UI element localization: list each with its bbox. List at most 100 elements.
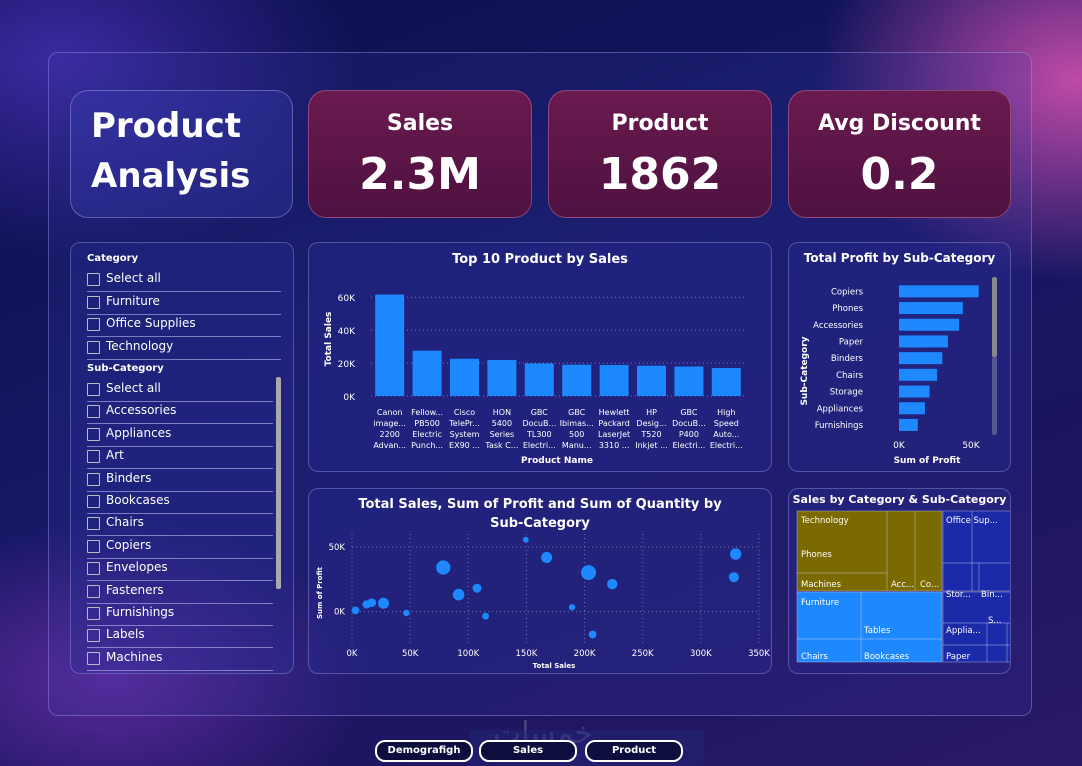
checkbox-icon[interactable]	[87, 340, 100, 354]
subcategory-item-envelopes[interactable]: Envelopes	[87, 558, 273, 582]
x-tick-label: High	[717, 408, 735, 417]
slicer-item-label: Select all	[106, 271, 161, 285]
x-tick-label: DocuB...	[522, 419, 556, 428]
slicer-item-label: Accessories	[106, 403, 177, 418]
x-axis-label: Product Name	[521, 456, 593, 466]
x-tick-label: Task C...	[484, 441, 518, 450]
y-tick-label: 20K	[338, 360, 356, 370]
slicer-item-label: Office Supplies	[106, 316, 196, 330]
checkbox-icon[interactable]	[87, 517, 100, 531]
x-tick-label: HP	[646, 408, 657, 417]
checkbox-icon[interactable]	[87, 273, 100, 286]
kpi-product-card: Product 1862	[548, 90, 772, 218]
x-tick-label: Punch...	[411, 441, 443, 450]
x-tick-label: TL300	[526, 430, 552, 439]
treemap-chart: Technology Phones Machines Acc... Co... Offic…	[796, 510, 1010, 663]
kpi-product-label: Product	[611, 111, 709, 136]
scatter-point	[367, 598, 377, 608]
checkbox-icon[interactable]	[87, 383, 100, 396]
bar	[899, 418, 918, 431]
bar	[487, 359, 517, 396]
treemap-label: Bookcases	[864, 652, 910, 662]
x-tick-label: Fellow...	[411, 408, 443, 417]
kpi-product-value: 1862	[598, 149, 722, 200]
x-tick-label: 350K	[748, 649, 770, 659]
subcategory-item-bookcases[interactable]: Bookcases	[87, 491, 273, 514]
x-tick-label: Packard	[598, 419, 629, 428]
subcategory-item-art[interactable]: Art	[87, 446, 273, 470]
x-tick-label: System	[450, 430, 480, 439]
subcategory-item-furnishings[interactable]: Furnishings	[87, 603, 273, 626]
checkbox-icon[interactable]	[87, 495, 100, 508]
x-tick-label: LaserJet	[598, 430, 630, 439]
category-item-technology[interactable]: Technology	[87, 337, 281, 360]
checkbox-icon[interactable]	[87, 562, 100, 576]
subcategory-item-select-all[interactable]: Select all	[87, 379, 273, 402]
checkbox-icon[interactable]	[87, 450, 100, 464]
y-tick-label: Binders	[831, 354, 864, 364]
bar	[899, 285, 979, 298]
x-tick-label: 50K	[402, 649, 419, 659]
category-item-select-all[interactable]: Select all	[87, 269, 281, 292]
x-tick-label: 3310 ...	[599, 441, 630, 450]
scatter-point	[482, 612, 490, 620]
x-tick-label: Electri...	[523, 441, 556, 450]
checkbox-icon[interactable]	[87, 472, 100, 486]
subcategory-item-machines[interactable]: Machines	[87, 648, 273, 671]
scatter-title-line1: Total Sales, Sum of Profit and Sum of Qu…	[358, 497, 722, 512]
x-tick-label: Ibimas...	[560, 419, 594, 428]
subcategory-item-labels[interactable]: Labels	[87, 625, 273, 649]
subcategory-item-fasteners[interactable]: Fasteners	[87, 581, 273, 604]
subcategory-item-binders[interactable]: Binders	[87, 469, 273, 492]
kpi-sales-label: Sales	[386, 111, 454, 136]
checkbox-icon[interactable]	[87, 427, 100, 441]
y-axis-label: Sub-Category	[800, 336, 810, 405]
bar	[711, 368, 741, 396]
profit-chart-scrollbar[interactable]	[992, 277, 997, 357]
nav-product-button[interactable]: Product	[585, 740, 683, 762]
slicer-item-label: Art	[106, 448, 124, 463]
x-tick-label: 300K	[690, 649, 712, 659]
treemap-title: Sales by Category & Sub-Category	[792, 493, 1007, 506]
slicer-item-label: Envelopes	[106, 560, 168, 575]
subcategory-item-accessories[interactable]: Accessories	[87, 401, 273, 425]
checkbox-icon[interactable]	[87, 629, 100, 643]
scatter-point	[581, 565, 596, 581]
treemap-label: Office Sup...	[946, 516, 998, 526]
subcategory-item-appliances[interactable]: Appliances	[87, 424, 273, 447]
checkbox-icon[interactable]	[87, 607, 100, 620]
scatter-point	[541, 551, 553, 563]
scatter-point	[568, 604, 576, 611]
x-tick-label: Series	[490, 430, 515, 439]
category-item-furniture[interactable]: Furniture	[87, 292, 281, 315]
x-tick-label: P400	[679, 430, 699, 439]
checkbox-icon[interactable]	[87, 318, 100, 331]
slicer-item-label: Fasteners	[106, 582, 164, 597]
subcategory-scrollbar[interactable]	[276, 377, 281, 589]
slicer-item-label: Labels	[106, 627, 145, 642]
subcategory-item-chairs[interactable]: Chairs	[87, 513, 273, 537]
checkbox-icon[interactable]	[87, 584, 100, 598]
x-tick-label: 150K	[516, 649, 538, 659]
scatter-point	[436, 560, 451, 575]
x-tick-label: Desig...	[636, 419, 666, 428]
checkbox-icon[interactable]	[87, 651, 100, 665]
slicer-item-label: Select all	[106, 381, 161, 395]
nav-sales-button[interactable]: Sales	[479, 740, 577, 762]
checkbox-icon[interactable]	[87, 405, 100, 419]
bar	[375, 294, 405, 396]
kpi-sales-card: Sales 2.3M	[308, 90, 532, 218]
scatter-point	[607, 578, 618, 590]
checkbox-icon[interactable]	[87, 539, 100, 553]
y-tick-label: 0K	[343, 393, 356, 403]
scatter-point	[472, 583, 482, 593]
checkbox-icon[interactable]	[87, 295, 100, 309]
kpi-discount-card: Avg Discount 0.2	[788, 90, 1011, 218]
subcategory-item-copiers[interactable]: Copiers	[87, 536, 273, 559]
nav-demografigh-button[interactable]: Demografigh	[375, 740, 473, 762]
category-item-office-supplies[interactable]: Office Supplies	[87, 314, 281, 337]
slicer-item-label: Furnishings	[106, 605, 175, 619]
scatter-point	[403, 609, 410, 617]
profit-chart-panel: Total Profit by Sub-Category Copiers Phon…	[788, 242, 1011, 472]
treemap-label: Machines	[801, 580, 842, 590]
